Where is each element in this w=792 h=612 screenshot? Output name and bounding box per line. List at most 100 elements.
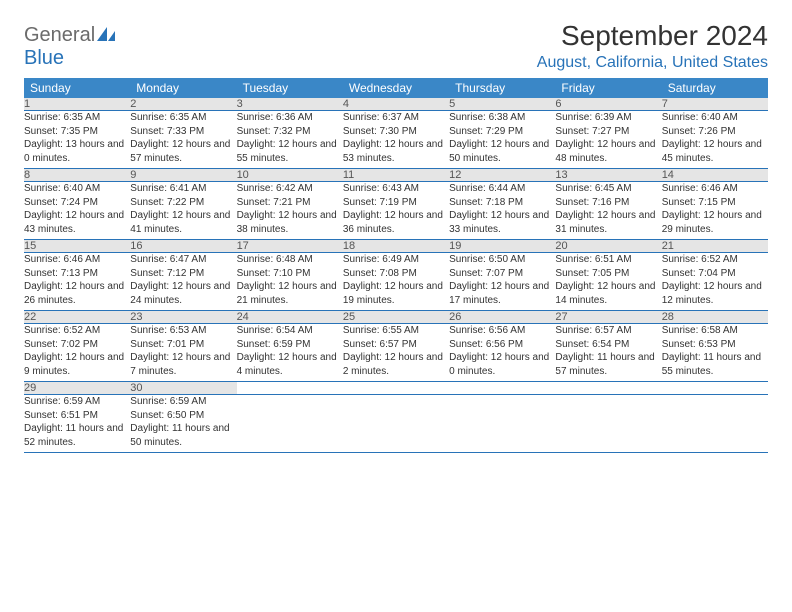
sunset-text: Sunset: 7:08 PM: [343, 267, 449, 281]
day-number: 9: [130, 169, 236, 182]
day-number: [237, 382, 343, 395]
day-cell: [237, 395, 343, 453]
sunrise-text: Sunrise: 6:35 AM: [24, 111, 130, 125]
sunset-text: Sunset: 6:54 PM: [555, 338, 661, 352]
daylight-text: Daylight: 12 hours and 38 minutes.: [237, 209, 343, 236]
sunrise-text: Sunrise: 6:40 AM: [24, 182, 130, 196]
day-cell: Sunrise: 6:59 AMSunset: 6:50 PMDaylight:…: [130, 395, 236, 453]
daynum-row: 2930: [24, 382, 768, 395]
sail-icon: [97, 27, 115, 46]
daynum-row: 22232425262728: [24, 311, 768, 324]
data-row: Sunrise: 6:59 AMSunset: 6:51 PMDaylight:…: [24, 395, 768, 453]
sunrise-text: Sunrise: 6:49 AM: [343, 253, 449, 267]
day-number: 19: [449, 240, 555, 253]
sunrise-text: Sunrise: 6:56 AM: [449, 324, 555, 338]
daylight-text: Daylight: 12 hours and 17 minutes.: [449, 280, 555, 307]
sunset-text: Sunset: 6:50 PM: [130, 409, 236, 423]
sunrise-text: Sunrise: 6:46 AM: [24, 253, 130, 267]
day-number: 23: [130, 311, 236, 324]
sunset-text: Sunset: 7:32 PM: [237, 125, 343, 139]
day-number: 26: [449, 311, 555, 324]
day-number: 8: [24, 169, 130, 182]
day-cell: Sunrise: 6:46 AMSunset: 7:13 PMDaylight:…: [24, 253, 130, 311]
month-title: September 2024: [537, 20, 768, 52]
day-number: 13: [555, 169, 661, 182]
daylight-text: Daylight: 12 hours and 45 minutes.: [662, 138, 768, 165]
sunrise-text: Sunrise: 6:46 AM: [662, 182, 768, 196]
day-number: 3: [237, 98, 343, 111]
sunset-text: Sunset: 7:19 PM: [343, 196, 449, 210]
sunrise-text: Sunrise: 6:42 AM: [237, 182, 343, 196]
sunset-text: Sunset: 6:51 PM: [24, 409, 130, 423]
sunset-text: Sunset: 7:18 PM: [449, 196, 555, 210]
day-cell: Sunrise: 6:51 AMSunset: 7:05 PMDaylight:…: [555, 253, 661, 311]
data-row: Sunrise: 6:46 AMSunset: 7:13 PMDaylight:…: [24, 253, 768, 311]
sunrise-text: Sunrise: 6:35 AM: [130, 111, 236, 125]
day-cell: Sunrise: 6:59 AMSunset: 6:51 PMDaylight:…: [24, 395, 130, 453]
day-number: [343, 382, 449, 395]
day-cell: Sunrise: 6:43 AMSunset: 7:19 PMDaylight:…: [343, 182, 449, 240]
day-cell: Sunrise: 6:35 AMSunset: 7:35 PMDaylight:…: [24, 111, 130, 169]
sunset-text: Sunset: 7:12 PM: [130, 267, 236, 281]
day-cell: [555, 395, 661, 453]
sunrise-text: Sunrise: 6:40 AM: [662, 111, 768, 125]
page-header: General Blue September 2024 August, Cali…: [24, 20, 768, 72]
day-number: 2: [130, 98, 236, 111]
sunrise-text: Sunrise: 6:47 AM: [130, 253, 236, 267]
daylight-text: Daylight: 12 hours and 57 minutes.: [130, 138, 236, 165]
sunrise-text: Sunrise: 6:59 AM: [130, 395, 236, 409]
day-number: 21: [662, 240, 768, 253]
sunrise-text: Sunrise: 6:52 AM: [24, 324, 130, 338]
sunrise-text: Sunrise: 6:55 AM: [343, 324, 449, 338]
day-cell: Sunrise: 6:52 AMSunset: 7:02 PMDaylight:…: [24, 324, 130, 382]
daylight-text: Daylight: 11 hours and 52 minutes.: [24, 422, 130, 449]
sunset-text: Sunset: 7:21 PM: [237, 196, 343, 210]
day-cell: Sunrise: 6:42 AMSunset: 7:21 PMDaylight:…: [237, 182, 343, 240]
day-cell: Sunrise: 6:48 AMSunset: 7:10 PMDaylight:…: [237, 253, 343, 311]
sunset-text: Sunset: 7:07 PM: [449, 267, 555, 281]
sunset-text: Sunset: 7:35 PM: [24, 125, 130, 139]
logo-text-blue: Blue: [24, 47, 64, 69]
dh-sun: Sunday: [24, 78, 130, 98]
daylight-text: Daylight: 12 hours and 19 minutes.: [343, 280, 449, 307]
sunset-text: Sunset: 6:59 PM: [237, 338, 343, 352]
daylight-text: Daylight: 11 hours and 55 minutes.: [662, 351, 768, 378]
day-cell: Sunrise: 6:37 AMSunset: 7:30 PMDaylight:…: [343, 111, 449, 169]
sunset-text: Sunset: 7:29 PM: [449, 125, 555, 139]
day-number: 12: [449, 169, 555, 182]
day-cell: Sunrise: 6:50 AMSunset: 7:07 PMDaylight:…: [449, 253, 555, 311]
sunset-text: Sunset: 7:02 PM: [24, 338, 130, 352]
day-number: [662, 382, 768, 395]
day-number: 17: [237, 240, 343, 253]
day-cell: Sunrise: 6:45 AMSunset: 7:16 PMDaylight:…: [555, 182, 661, 240]
daylight-text: Daylight: 12 hours and 31 minutes.: [555, 209, 661, 236]
day-cell: [343, 395, 449, 453]
daylight-text: Daylight: 12 hours and 2 minutes.: [343, 351, 449, 378]
day-number: 4: [343, 98, 449, 111]
sunset-text: Sunset: 7:15 PM: [662, 196, 768, 210]
day-cell: Sunrise: 6:44 AMSunset: 7:18 PMDaylight:…: [449, 182, 555, 240]
daylight-text: Daylight: 12 hours and 53 minutes.: [343, 138, 449, 165]
daynum-row: 15161718192021: [24, 240, 768, 253]
dh-wed: Wednesday: [343, 78, 449, 98]
day-number: 10: [237, 169, 343, 182]
day-number: 25: [343, 311, 449, 324]
day-number: 29: [24, 382, 130, 395]
title-block: September 2024 August, California, Unite…: [537, 20, 768, 72]
sunrise-text: Sunrise: 6:44 AM: [449, 182, 555, 196]
sunset-text: Sunset: 6:53 PM: [662, 338, 768, 352]
daylight-text: Daylight: 12 hours and 24 minutes.: [130, 280, 236, 307]
day-number: 15: [24, 240, 130, 253]
day-header-row: Sunday Monday Tuesday Wednesday Thursday…: [24, 78, 768, 98]
data-row: Sunrise: 6:35 AMSunset: 7:35 PMDaylight:…: [24, 111, 768, 169]
day-cell: Sunrise: 6:47 AMSunset: 7:12 PMDaylight:…: [130, 253, 236, 311]
sunset-text: Sunset: 7:04 PM: [662, 267, 768, 281]
daylight-text: Daylight: 12 hours and 0 minutes.: [449, 351, 555, 378]
day-cell: Sunrise: 6:39 AMSunset: 7:27 PMDaylight:…: [555, 111, 661, 169]
daylight-text: Daylight: 12 hours and 21 minutes.: [237, 280, 343, 307]
day-cell: Sunrise: 6:40 AMSunset: 7:26 PMDaylight:…: [662, 111, 768, 169]
sunrise-text: Sunrise: 6:50 AM: [449, 253, 555, 267]
sunrise-text: Sunrise: 6:58 AM: [662, 324, 768, 338]
dh-tue: Tuesday: [237, 78, 343, 98]
sunrise-text: Sunrise: 6:59 AM: [24, 395, 130, 409]
